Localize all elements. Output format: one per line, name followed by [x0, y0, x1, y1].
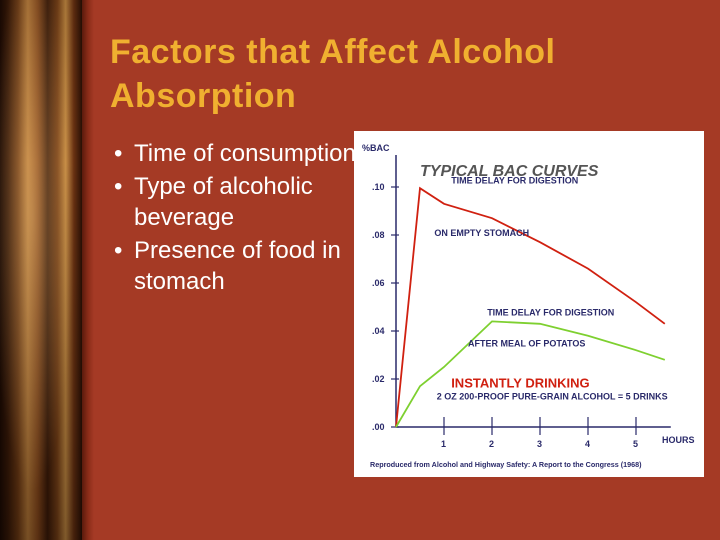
- chart-annotation: INSTANTLY DRINKING: [451, 375, 589, 390]
- y-tick-label: .02: [372, 374, 385, 384]
- y-tick-label: .00: [372, 422, 385, 432]
- bullet-item: • Type of alcoholic beverage: [112, 171, 357, 233]
- chart-source-note: Reproduced from Alcohol and Highway Safe…: [370, 460, 642, 469]
- chart-title: TYPICAL BAC CURVES: [420, 163, 599, 180]
- bac-chart-panel: .00 .02 .04 .06 .08 .10 1 2 3 4 5 %BAC HOURS TYPICAL …: [354, 131, 704, 477]
- y-axis-label: %BAC: [362, 143, 390, 153]
- bullet-list: • Time of consumption • Type of alcoholic …: [112, 138, 357, 299]
- bullet-text: Time of consumption: [134, 140, 356, 167]
- bullet-marker: •: [114, 173, 123, 200]
- bullet-item: • Presence of food in stomach: [112, 235, 357, 297]
- x-tick-label: 3: [537, 439, 542, 449]
- bullet-marker: •: [114, 140, 123, 167]
- bullet-item: • Time of consumption: [112, 138, 357, 169]
- chart-annotation: TIME DELAY FOR DIGESTION: [451, 175, 578, 185]
- decorative-divider: [82, 0, 94, 540]
- y-tick-label: .08: [372, 230, 385, 240]
- bullet-text: Type of alcoholic beverage: [134, 173, 313, 231]
- y-tick-label: .06: [372, 278, 385, 288]
- chart-annotation: TIME DELAY FOR DIGESTION: [487, 307, 614, 317]
- x-tick-label: 2: [489, 439, 494, 449]
- bullet-marker: •: [114, 237, 123, 264]
- x-tick-label: 4: [585, 439, 590, 449]
- slide-title: Factors that Affect Alcohol Absorption: [110, 33, 556, 115]
- y-tick-label: .04: [372, 326, 385, 336]
- chart-annotation: AFTER MEAL OF POTATOS: [468, 339, 585, 349]
- x-tick-label: 1: [441, 439, 446, 449]
- series-line-1: [395, 320, 666, 428]
- y-tick-label: .10: [372, 182, 385, 192]
- bullet-text: Presence of food in stomach: [134, 237, 341, 295]
- x-axis-label: HOURS: [662, 435, 695, 445]
- series-line-0: [395, 186, 666, 428]
- x-tick-label: 5: [633, 439, 638, 449]
- decorative-left-strip: [0, 0, 82, 540]
- chart-annotation: 2 OZ 200-PROOF PURE-GRAIN ALCOHOL = 5 DR…: [437, 391, 668, 401]
- bac-chart: .00 .02 .04 .06 .08 .10 1 2 3 4 5 %BAC HOURS TYPICAL …: [362, 143, 695, 469]
- chart-annotation: ON EMPTY STOMACH: [434, 228, 529, 238]
